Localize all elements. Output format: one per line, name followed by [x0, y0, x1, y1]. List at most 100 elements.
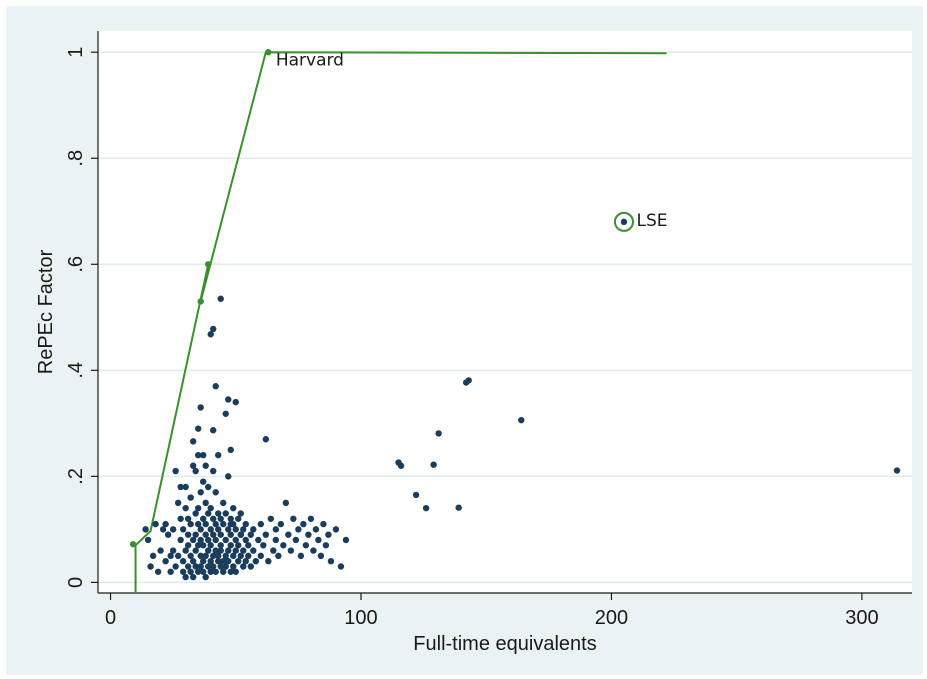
data-point — [172, 563, 179, 570]
data-point — [194, 520, 202, 528]
data-point — [242, 557, 249, 565]
data-point — [215, 557, 222, 565]
data-point — [202, 552, 209, 560]
data-point — [232, 526, 239, 533]
data-point — [189, 462, 197, 469]
data-point — [179, 557, 187, 565]
y-tick-label: 1 — [65, 47, 87, 58]
data-point — [162, 557, 169, 565]
data-point — [295, 526, 302, 533]
data-point — [277, 520, 285, 528]
data-point — [397, 462, 405, 469]
highlight-ring — [613, 211, 634, 232]
data-point — [230, 552, 237, 560]
data-point — [287, 547, 295, 554]
x-tick-label: 0 — [105, 607, 116, 629]
data-point — [182, 573, 189, 581]
data-point — [194, 451, 202, 459]
data-point — [207, 542, 214, 549]
data-point — [172, 467, 179, 475]
data-point — [184, 563, 192, 570]
y-tick-label: .4 — [65, 362, 87, 379]
data-point — [189, 573, 197, 581]
data-point — [518, 416, 525, 424]
data-point — [220, 499, 227, 507]
data-point — [212, 547, 219, 554]
x-tick-label: 200 — [595, 607, 628, 629]
data-point — [169, 547, 177, 554]
data-point — [893, 467, 901, 474]
data-point — [199, 557, 207, 565]
data-point — [207, 568, 214, 575]
data-point — [217, 547, 224, 554]
data-point — [197, 404, 204, 411]
data-point — [194, 425, 202, 432]
data-point — [240, 526, 247, 533]
data-point — [260, 542, 267, 549]
data-point — [212, 568, 219, 575]
data-point — [237, 552, 244, 560]
data-point — [207, 557, 214, 565]
data-point — [310, 547, 317, 554]
y-axis-ticks: 0 .2 .4 .6 .8 1 — [65, 47, 98, 588]
data-point — [217, 531, 224, 538]
data-point — [272, 536, 280, 544]
y-axis-title: RePEc Factor — [35, 249, 57, 374]
data-point — [342, 536, 350, 544]
data-point — [325, 531, 332, 538]
frontier-point — [197, 298, 204, 305]
data-point — [315, 536, 322, 544]
data-point — [217, 515, 224, 522]
data-point — [207, 331, 214, 338]
plot-area — [98, 31, 912, 593]
data-point — [217, 542, 224, 549]
data-point — [154, 568, 162, 575]
data-point — [237, 531, 244, 538]
data-point — [192, 467, 199, 475]
data-point — [194, 542, 202, 549]
data-point — [232, 398, 239, 406]
data-point — [177, 515, 184, 522]
data-point — [282, 499, 290, 507]
data-point — [205, 547, 212, 554]
data-point — [250, 547, 257, 554]
data-point — [255, 536, 262, 544]
data-point — [230, 504, 237, 512]
data-point — [262, 531, 270, 538]
data-point — [210, 325, 217, 333]
data-point — [297, 552, 305, 560]
data-point — [167, 568, 174, 575]
data-point — [275, 552, 282, 560]
data-point — [235, 515, 242, 522]
frontier-point — [265, 49, 272, 56]
y-tick-label: 0 — [65, 577, 87, 588]
data-point — [265, 557, 272, 565]
data-point — [322, 542, 330, 549]
data-point — [189, 536, 197, 544]
data-point — [227, 531, 234, 538]
data-point — [147, 563, 154, 570]
data-point — [152, 520, 159, 528]
data-point — [205, 563, 212, 570]
data-point — [222, 552, 229, 560]
data-point — [237, 510, 244, 517]
data-point — [230, 563, 237, 570]
data-point — [210, 531, 217, 538]
data-point — [257, 520, 264, 528]
data-point — [290, 515, 297, 522]
data-point — [179, 568, 187, 575]
data-point — [199, 451, 207, 459]
data-point — [202, 462, 209, 469]
data-point — [162, 520, 169, 528]
data-point — [412, 491, 420, 499]
data-point — [197, 526, 204, 533]
data-point — [189, 557, 197, 565]
data-point — [235, 557, 242, 565]
y-tick-label: .8 — [65, 150, 87, 167]
data-point — [184, 515, 192, 522]
data-point — [435, 430, 442, 437]
data-point — [167, 552, 174, 560]
data-point — [245, 542, 252, 549]
data-point — [142, 526, 149, 533]
data-point — [227, 542, 234, 549]
